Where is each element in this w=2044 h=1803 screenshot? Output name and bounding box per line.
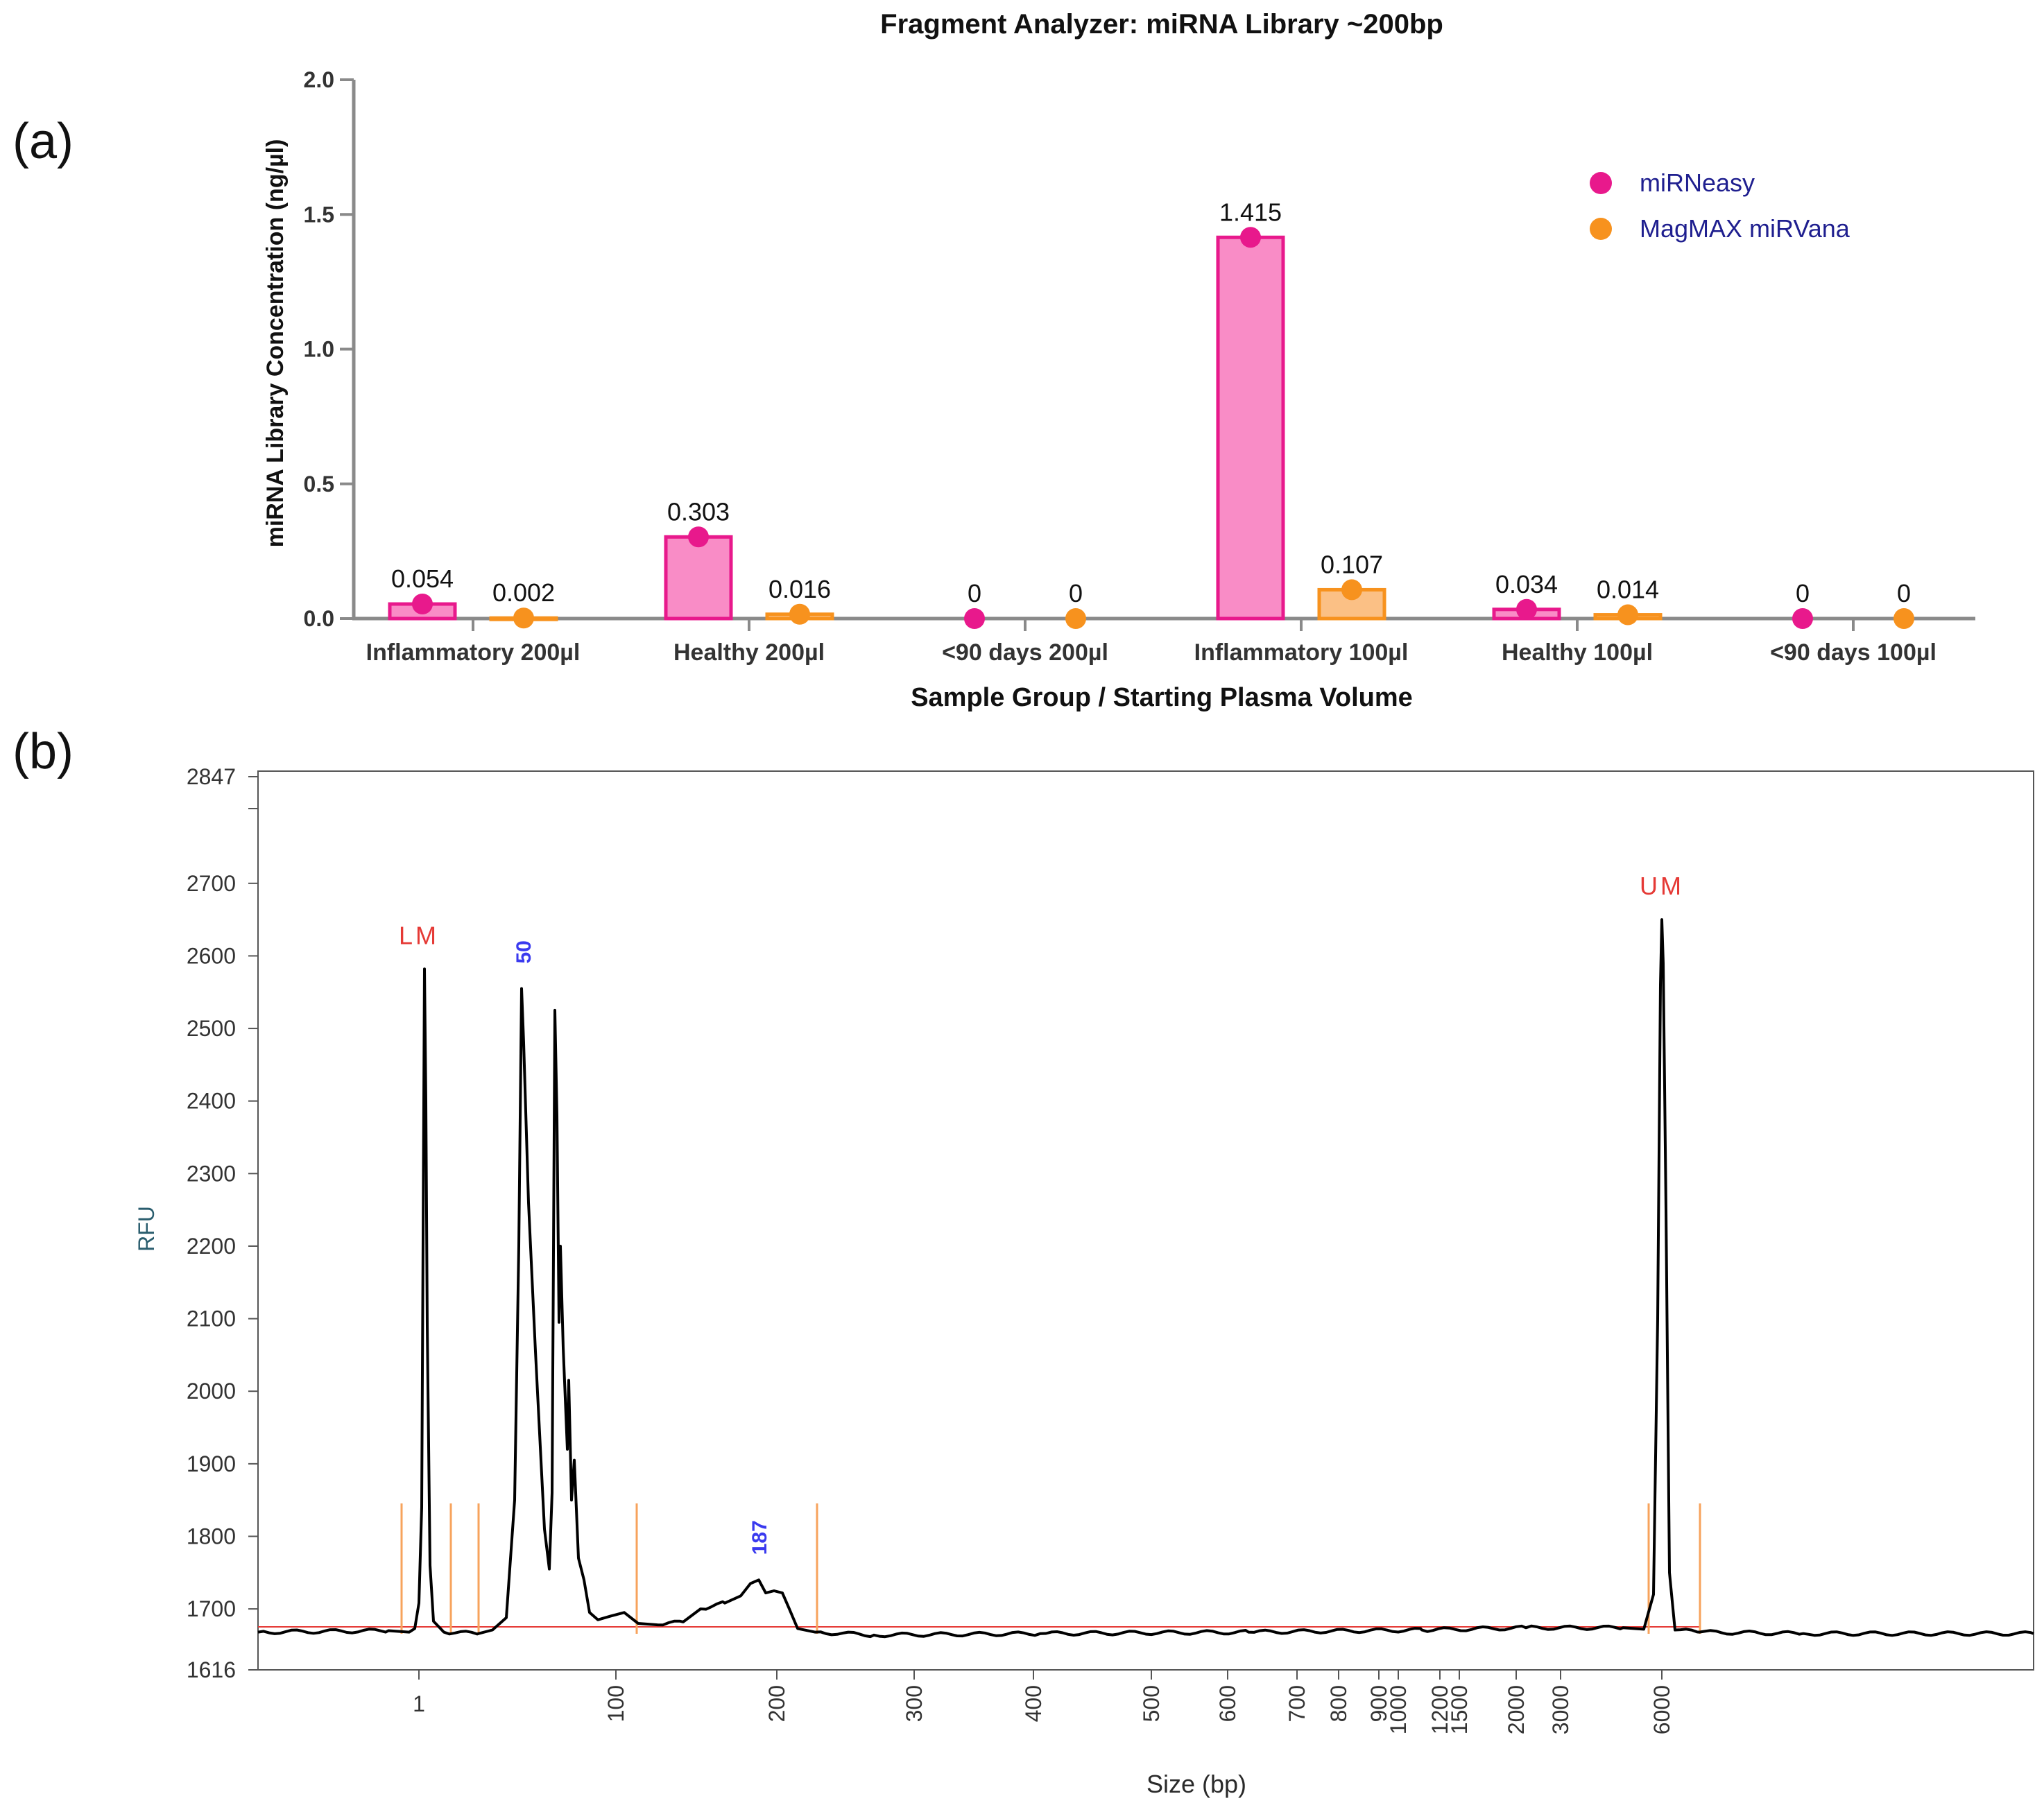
x-tick-label: 600 (1215, 1685, 1240, 1722)
x-tick-label: 300 (902, 1685, 927, 1722)
x-category-label: <90 days 200µl (942, 639, 1108, 666)
y-tick-label: 1700 (187, 1596, 236, 1621)
x-category-label: Healthy 100µl (1502, 639, 1653, 666)
panel-b-y-axis-label: RFU (134, 1206, 159, 1252)
y-tick-label: 1616 (187, 1657, 236, 1682)
panel-a-title: Fragment Analyzer: miRNA Library ~200bp (880, 9, 1443, 40)
y-tick-label: 1900 (187, 1451, 236, 1476)
value-label: 0.002 (492, 578, 555, 607)
y-tick-label: 2200 (187, 1234, 236, 1259)
peak-label-187: 187 (748, 1520, 771, 1555)
value-label: 0 (968, 579, 981, 607)
x-tick-label: 6000 (1649, 1685, 1674, 1734)
x-tick-label: 700 (1285, 1685, 1309, 1722)
point-magmax (1065, 608, 1086, 629)
legend-label-magmax: MagMAX miRVana (1640, 214, 1850, 243)
x-tick-label: 2000 (1504, 1685, 1529, 1734)
y-tick-label: 1.5 (304, 202, 334, 227)
value-label: 0.303 (667, 497, 730, 526)
value-label: 0.034 (1495, 570, 1558, 598)
bar-mirneasy (664, 535, 733, 621)
x-tick-label: 100 (603, 1685, 628, 1722)
x-category-label: Inflammatory 100µl (1194, 639, 1409, 666)
x-tick-label: 1500 (1447, 1685, 1472, 1734)
y-tick-label: 0.5 (304, 472, 334, 497)
value-label: 0.014 (1597, 576, 1659, 604)
panel-a-y-axis-label: miRNA Library Concentration (ng/µl) (262, 139, 289, 548)
value-label: 0.107 (1321, 550, 1383, 578)
legend-marker-magmax (1590, 218, 1612, 240)
point-magmax (513, 607, 534, 629)
x-tick-label: 1 (413, 1691, 425, 1716)
x-tick-label: 900 (1366, 1685, 1391, 1722)
peak-label-lm: LM (399, 921, 439, 949)
point-mirneasy (1516, 598, 1537, 620)
panel-b-label: (b) (12, 724, 74, 779)
x-tick-label: 400 (1021, 1685, 1046, 1722)
value-label: 0.054 (391, 564, 454, 593)
value-label: 0 (1796, 579, 1810, 607)
x-category-label: <90 days 100µl (1770, 639, 1936, 666)
value-label: 0 (1069, 579, 1083, 607)
panel-a-label: (a) (12, 114, 74, 169)
y-tick-label: 2100 (187, 1306, 236, 1331)
value-label: 0 (1897, 579, 1911, 607)
y-tick-label: 2847 (187, 764, 236, 789)
point-mirneasy (412, 594, 433, 615)
panel-b-x-axis-label: Size (bp) (1146, 1770, 1246, 1798)
x-tick-label: 1000 (1386, 1685, 1411, 1734)
y-tick-label: 2400 (187, 1089, 236, 1114)
x-tick-label: 200 (764, 1685, 789, 1722)
panel-a-x-axis-label: Sample Group / Starting Plasma Volume (911, 683, 1413, 712)
bar-mirneasy (1216, 235, 1285, 621)
point-mirneasy (688, 526, 709, 548)
point-magmax (1617, 604, 1638, 626)
point-magmax (1893, 608, 1914, 629)
y-tick-label: 2.0 (304, 67, 334, 92)
x-tick-label: 800 (1326, 1685, 1351, 1722)
point-magmax (789, 603, 810, 625)
legend-label-mirneasy: miRNeasy (1640, 169, 1755, 197)
legend-marker-mirneasy (1590, 172, 1612, 194)
peak-label-50: 50 (513, 940, 535, 963)
x-tick-label: 500 (1139, 1685, 1164, 1722)
point-mirneasy (1792, 608, 1813, 629)
value-label: 1.415 (1219, 198, 1282, 226)
y-tick-label: 1.0 (304, 337, 334, 362)
electropherogram-trace (257, 918, 2034, 1639)
y-tick-label: 2300 (187, 1161, 236, 1186)
y-tick-label: 2500 (187, 1016, 236, 1041)
value-label: 0.016 (768, 575, 831, 603)
y-tick-label: 2000 (187, 1379, 236, 1404)
panel-a-bar-chart: (a) Fragment Analyzer: miRNA Library ~20… (12, 9, 1975, 712)
y-tick-label: 2700 (187, 871, 236, 896)
point-mirneasy (964, 608, 985, 629)
x-tick-label: 3000 (1548, 1685, 1573, 1734)
point-mirneasy (1240, 227, 1261, 248)
point-magmax (1341, 579, 1362, 601)
x-category-label: Healthy 200µl (673, 639, 825, 666)
x-category-label: Inflammatory 200µl (366, 639, 581, 666)
y-tick-label: 1800 (187, 1524, 236, 1548)
panel-b-plot-frame (257, 770, 2034, 1671)
panel-a-legend: miRNeasy MagMAX miRVana (1590, 169, 1850, 243)
y-tick-label: 2600 (187, 943, 236, 968)
x-tick-label: 1200 (1427, 1685, 1452, 1734)
peak-label-um: UM (1640, 872, 1684, 900)
panel-b-electropherogram: (b) RFU Size (bp) 1616170018001900200021… (12, 724, 2034, 1798)
y-tick-label: 0.0 (304, 606, 334, 631)
